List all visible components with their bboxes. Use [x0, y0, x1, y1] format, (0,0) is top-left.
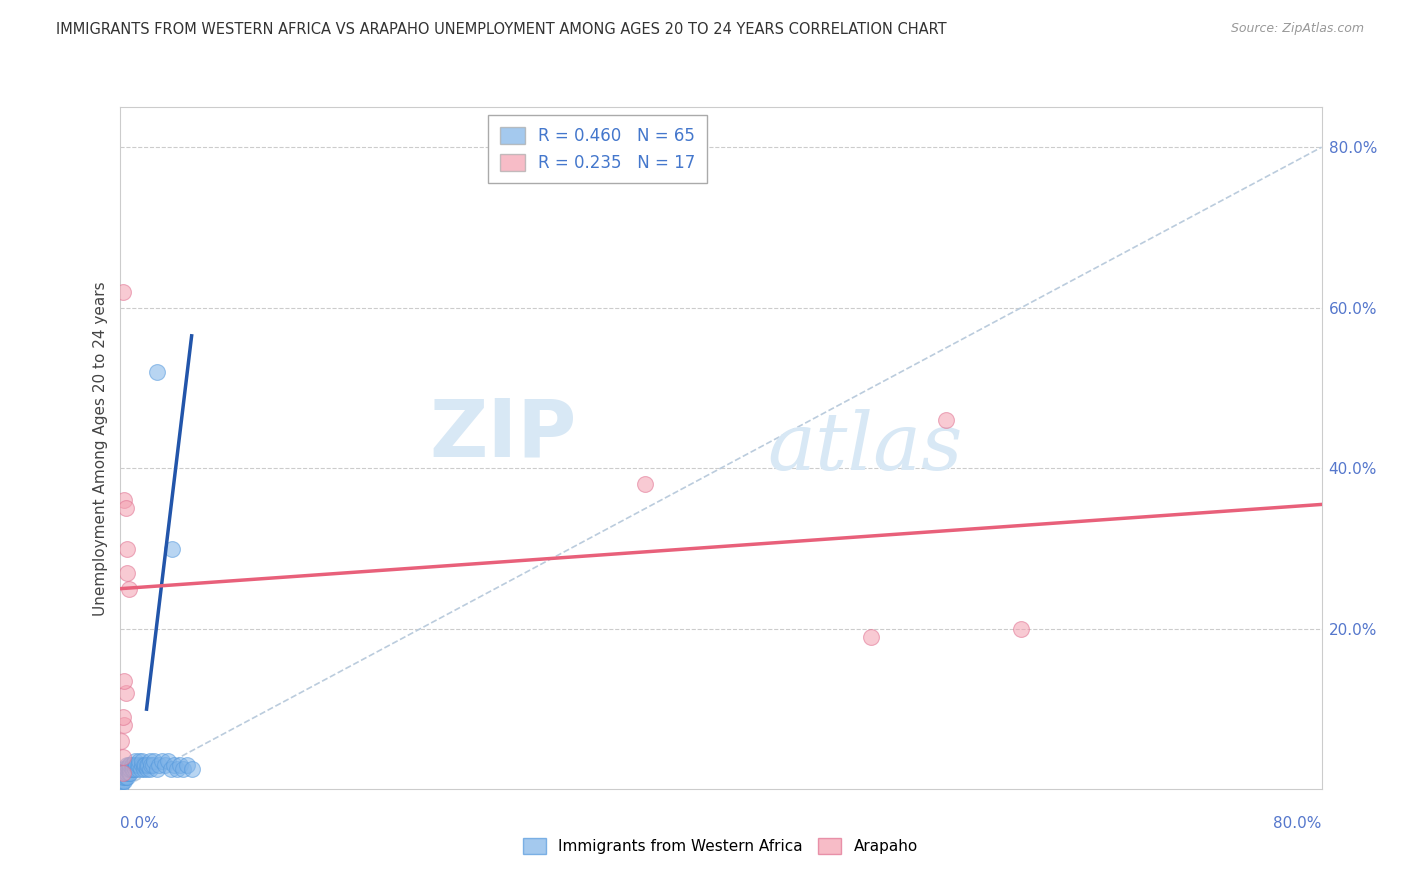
- Point: [115, 770, 138, 785]
- Point: [166, 762, 188, 776]
- Point: [111, 774, 134, 789]
- Y-axis label: Unemployment Among Ages 20 to 24 years: Unemployment Among Ages 20 to 24 years: [93, 281, 108, 615]
- Text: Source: ZipAtlas.com: Source: ZipAtlas.com: [1230, 22, 1364, 36]
- Point: [114, 762, 136, 776]
- Point: [159, 762, 181, 776]
- Point: [111, 766, 134, 780]
- Point: [115, 541, 138, 556]
- Point: [111, 285, 134, 299]
- Point: [129, 762, 152, 776]
- Legend: R = 0.460   N = 65, R = 0.235   N = 17: R = 0.460 N = 65, R = 0.235 N = 17: [488, 115, 707, 184]
- Point: [859, 630, 882, 644]
- Point: [132, 758, 155, 772]
- Point: [139, 758, 162, 772]
- Point: [111, 762, 134, 776]
- Point: [128, 758, 150, 772]
- Point: [150, 755, 173, 769]
- Point: [117, 582, 139, 596]
- Point: [128, 755, 150, 769]
- Point: [125, 758, 148, 772]
- Point: [112, 493, 135, 508]
- Point: [138, 755, 160, 769]
- Point: [146, 365, 169, 379]
- Point: [114, 766, 136, 780]
- Point: [112, 770, 135, 785]
- Point: [156, 755, 179, 769]
- Point: [124, 755, 146, 769]
- Point: [136, 758, 159, 772]
- Point: [148, 758, 170, 772]
- Point: [142, 758, 165, 772]
- Point: [143, 755, 166, 769]
- Point: [117, 762, 139, 776]
- Point: [162, 758, 184, 772]
- Point: [117, 766, 139, 780]
- Point: [121, 758, 143, 772]
- Point: [114, 770, 136, 785]
- Point: [146, 762, 169, 776]
- Point: [111, 750, 134, 764]
- Point: [134, 758, 156, 772]
- Point: [110, 774, 132, 789]
- Point: [138, 762, 160, 776]
- Point: [127, 758, 149, 772]
- Point: [114, 686, 136, 700]
- Point: [127, 762, 149, 776]
- Point: [115, 758, 138, 772]
- Point: [176, 758, 198, 772]
- Point: [112, 762, 135, 776]
- Point: [131, 758, 153, 772]
- Point: [135, 762, 157, 776]
- Point: [118, 762, 141, 776]
- Point: [124, 758, 146, 772]
- Point: [169, 758, 191, 772]
- Text: ZIP: ZIP: [429, 395, 576, 474]
- Point: [118, 766, 141, 780]
- Point: [112, 718, 135, 732]
- Point: [112, 774, 135, 789]
- Point: [153, 758, 176, 772]
- Point: [117, 758, 139, 772]
- Point: [118, 758, 141, 772]
- Point: [112, 766, 135, 780]
- Point: [634, 477, 657, 491]
- Text: 80.0%: 80.0%: [1274, 816, 1322, 831]
- Point: [122, 758, 145, 772]
- Point: [132, 762, 155, 776]
- Point: [114, 501, 136, 516]
- Point: [135, 758, 157, 772]
- Point: [110, 778, 132, 793]
- Point: [115, 766, 138, 780]
- Point: [115, 566, 138, 580]
- Point: [124, 762, 146, 776]
- Text: IMMIGRANTS FROM WESTERN AFRICA VS ARAPAHO UNEMPLOYMENT AMONG AGES 20 TO 24 YEARS: IMMIGRANTS FROM WESTERN AFRICA VS ARAPAH…: [56, 22, 946, 37]
- Point: [115, 762, 138, 776]
- Point: [112, 674, 135, 689]
- Point: [110, 734, 132, 748]
- Text: atlas: atlas: [768, 409, 963, 487]
- Point: [1010, 622, 1032, 636]
- Point: [172, 762, 194, 776]
- Point: [111, 770, 134, 785]
- Point: [131, 755, 153, 769]
- Point: [122, 762, 145, 776]
- Point: [160, 541, 183, 556]
- Point: [935, 413, 957, 427]
- Point: [110, 766, 132, 780]
- Point: [180, 762, 202, 776]
- Point: [111, 710, 134, 724]
- Point: [121, 762, 143, 776]
- Text: 0.0%: 0.0%: [120, 816, 159, 831]
- Point: [110, 770, 132, 785]
- Point: [111, 766, 134, 780]
